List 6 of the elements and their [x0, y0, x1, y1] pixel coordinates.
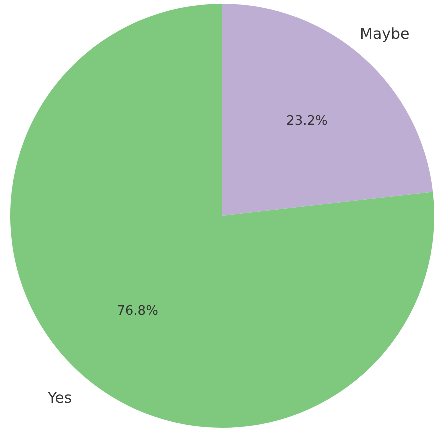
data-label: 23.2% — [286, 114, 328, 130]
data-label: 76.8% — [117, 304, 158, 319]
slice-label: Maybe — [360, 25, 410, 44]
pie-slice — [10, 4, 434, 428]
pie-slice — [222, 4, 434, 216]
slice-label: Yes — [47, 388, 72, 407]
